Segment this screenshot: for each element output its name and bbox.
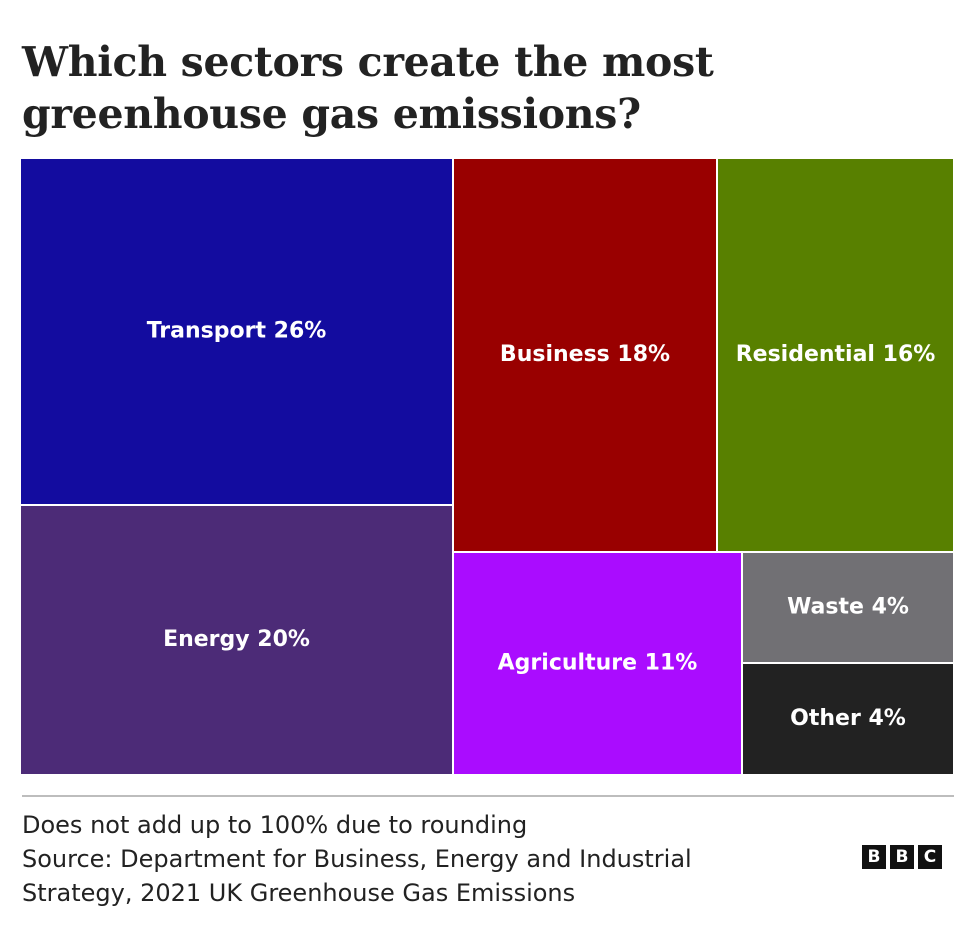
source-line-1: Source: Department for Business, Energy …: [22, 845, 692, 873]
treemap-tile-business: Business 18%: [452, 158, 718, 553]
rounding-note: Does not add up to 100% due to rounding: [22, 811, 528, 839]
tile-rect-energy: [20, 504, 454, 775]
source-line-2: Strategy, 2021 UK Greenhouse Gas Emissio…: [22, 879, 576, 907]
tile-label-business: Business 18%: [500, 342, 670, 367]
tile-label-agriculture: Agriculture 11%: [498, 651, 698, 676]
logo-letter-b1: B: [862, 845, 886, 869]
treemap-tile-waste: Waste 4%: [741, 551, 954, 664]
chart-title: Which sectors create the most greenhouse…: [22, 38, 714, 138]
tile-rect-transport: [20, 158, 454, 506]
bbc-logo: B B C: [862, 845, 942, 869]
chart-footer: Does not add up to 100% due to rounding …: [22, 808, 822, 910]
treemap-tile-transport: Transport 26%: [20, 158, 454, 506]
tile-rect-residential: [716, 158, 954, 553]
footer-divider: [22, 795, 954, 797]
tile-label-transport: Transport 26%: [147, 319, 327, 344]
tile-rect-other: [741, 662, 954, 775]
treemap-tile-residential: Residential 16%: [716, 158, 954, 553]
treemap-tile-energy: Energy 20%: [20, 504, 454, 775]
tile-label-waste: Waste 4%: [787, 595, 909, 620]
treemap-chart: Transport 26% Energy 20% Business 18% Resid…: [20, 158, 954, 775]
logo-letter-b2: B: [890, 845, 914, 869]
tile-rect-agriculture: [452, 551, 743, 775]
tile-label-energy: Energy 20%: [163, 627, 310, 652]
logo-letter-c: C: [918, 845, 942, 869]
treemap-tile-agriculture: Agriculture 11%: [452, 551, 743, 775]
tile-label-other: Other 4%: [790, 706, 906, 731]
tile-label-residential: Residential 16%: [736, 342, 936, 367]
treemap-tile-other: Other 4%: [741, 662, 954, 775]
